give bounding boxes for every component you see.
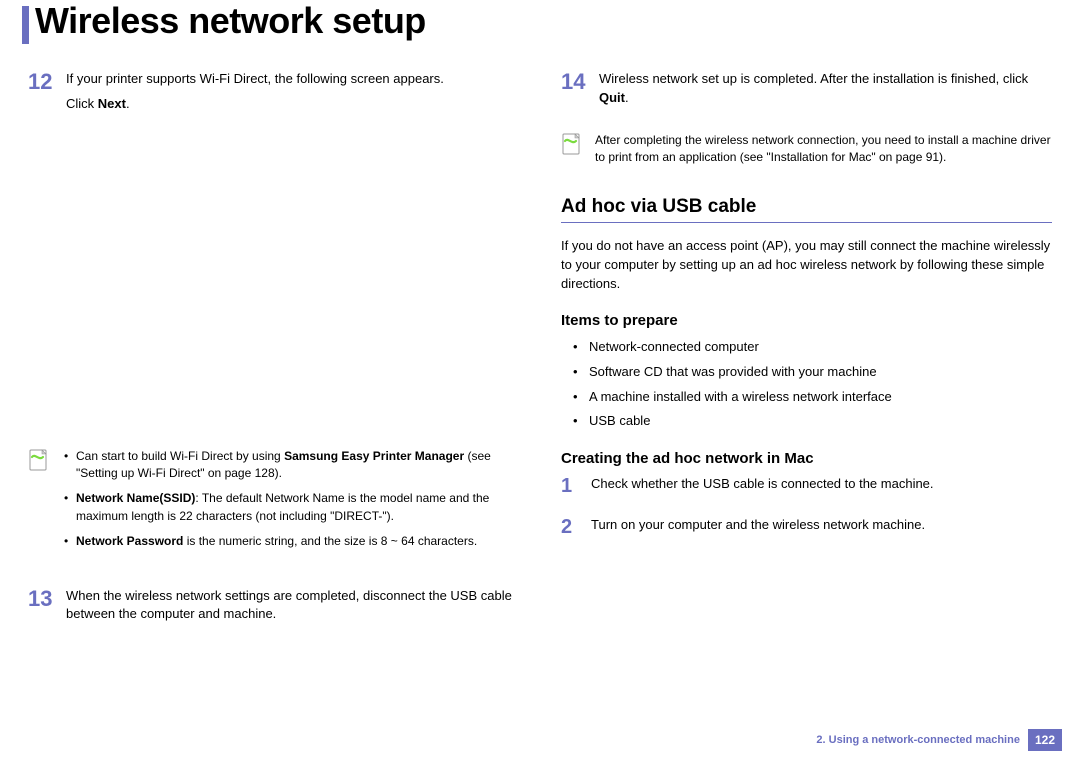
footer-chapter: 2. Using a network-connected machine [816,734,1020,746]
step-1-text: Check whether the USB cable is connected… [591,475,1052,494]
note-bullet-3: Network Password is the numeric string, … [62,533,519,550]
step-12-line1: If your printer supports Wi-Fi Direct, t… [66,70,519,89]
list-item: USB cable [573,411,1052,432]
step-body: Turn on your computer and the wireless n… [591,516,1052,541]
page-title-wrap: Wireless network setup [0,0,1080,44]
step-number: 14 [561,70,599,93]
note-icon [28,448,50,474]
list-item: A machine installed with a wireless netw… [573,387,1052,408]
adhoc-intro: If you do not have an access point (AP),… [561,237,1052,294]
step-number: 1 [561,475,591,496]
heading-creating: Creating the ad hoc network in Mac [561,450,1052,467]
step-14: 14 Wireless network set up is completed.… [561,70,1052,114]
note-bullet-1: Can start to build Wi-Fi Direct by using… [62,448,519,483]
step-number: 2 [561,516,591,537]
note-box-left: Can start to build Wi-Fi Direct by using… [28,448,519,559]
right-column: 14 Wireless network set up is completed.… [561,70,1052,646]
step-2-text: Turn on your computer and the wireless n… [591,516,1052,535]
footer: 2. Using a network-connected machine 122 [816,729,1062,751]
note-body: Can start to build Wi-Fi Direct by using… [62,448,519,559]
items-list: Network-connected computer Software CD t… [561,337,1052,432]
heading-adhoc: Ad hoc via USB cable [561,196,1052,223]
note-icon [561,132,583,158]
step-13-text: When the wireless network settings are c… [66,587,519,625]
screenshot-placeholder [28,136,519,436]
step-12-line2: Click Next. [66,95,519,114]
step-14-text: Wireless network set up is completed. Af… [599,70,1052,108]
step-body: If your printer supports Wi-Fi Direct, t… [66,70,519,120]
step-2: 2 Turn on your computer and the wireless… [561,516,1052,541]
step-number: 13 [28,587,66,610]
content-columns: 12 If your printer supports Wi-Fi Direct… [0,44,1080,646]
footer-page-number: 122 [1028,729,1062,751]
heading-items: Items to prepare [561,312,1052,329]
step-12: 12 If your printer supports Wi-Fi Direct… [28,70,519,120]
step-number: 12 [28,70,66,93]
step-1: 1 Check whether the USB cable is connect… [561,475,1052,500]
left-column: 12 If your printer supports Wi-Fi Direct… [28,70,519,646]
list-item: Network-connected computer [573,337,1052,358]
note-body: After completing the wireless network co… [595,132,1052,167]
page-title: Wireless network setup [35,0,426,44]
step-body: Check whether the USB cable is connected… [591,475,1052,500]
title-accent-bar [22,6,29,44]
list-item: Software CD that was provided with your … [573,362,1052,383]
note-bullet-2: Network Name(SSID): The default Network … [62,490,519,525]
step-body: When the wireless network settings are c… [66,587,519,631]
step-body: Wireless network set up is completed. Af… [599,70,1052,114]
note-right-text: After completing the wireless network co… [595,132,1052,167]
step-13: 13 When the wireless network settings ar… [28,587,519,631]
note-box-right: After completing the wireless network co… [561,132,1052,167]
